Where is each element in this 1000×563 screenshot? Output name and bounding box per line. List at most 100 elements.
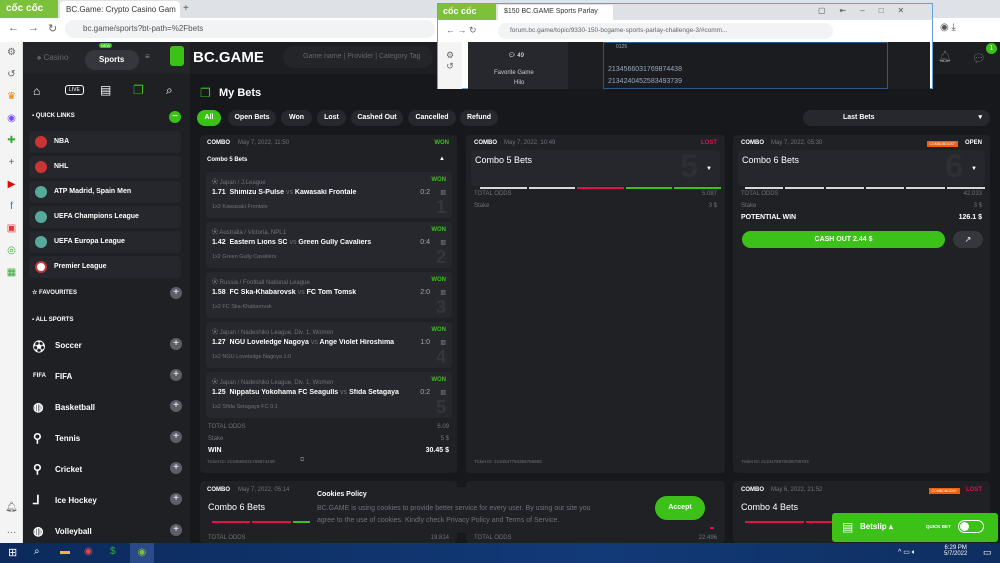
filter-won[interactable]: Won: [281, 110, 312, 126]
filter-refund[interactable]: Refund: [460, 110, 498, 126]
filter-open-bets[interactable]: Open Bets: [228, 110, 276, 126]
live-icon[interactable]: LIVE: [65, 85, 84, 95]
game-icon[interactable]: ✚: [7, 135, 16, 146]
accept-cookies-button[interactable]: Accept: [655, 496, 705, 520]
history-icon[interactable]: ↺: [7, 69, 16, 80]
share-button[interactable]: ↗: [953, 231, 983, 248]
chat-icon[interactable]: 💬︎: [972, 53, 986, 65]
copy-icon[interactable]: ⧉: [300, 457, 305, 463]
collapse-quick-links-button[interactable]: −: [169, 111, 181, 123]
expand-volleyball-button[interactable]: +: [170, 524, 182, 536]
home-icon[interactable]: ⌂: [33, 84, 41, 98]
sheet-icon[interactable]: ▦: [6, 267, 17, 278]
search-icon[interactable]: ⌕: [166, 83, 173, 97]
stats-icon[interactable]: ▥: [440, 340, 446, 346]
search-input[interactable]: Game name | Provider | Category Tag: [283, 46, 433, 68]
app-icon[interactable]: $: [110, 546, 116, 557]
sport-volleyball[interactable]: ◍ Volleyball: [33, 524, 92, 538]
quick-link-nba[interactable]: NBA: [29, 131, 181, 153]
sport-soccer[interactable]: ⚽︎ Soccer: [33, 340, 82, 354]
bet-card[interactable]: COMBO May 7, 2022, 05:30 COMBOBOOST OPEN…: [733, 135, 990, 473]
bets-icon[interactable]: ❐: [133, 83, 144, 97]
calendar-icon[interactable]: ▤: [100, 83, 112, 97]
stats-icon[interactable]: ▥: [440, 290, 446, 296]
more-icon[interactable]: …: [6, 525, 17, 536]
combo-header[interactable]: Combo 5 Bets 5 ▼: [471, 148, 720, 186]
quick-link-epl[interactable]: Premier League: [29, 256, 181, 278]
app-icon[interactable]: ▣: [6, 223, 17, 234]
expand-cricket-button[interactable]: +: [170, 462, 182, 474]
quick-bet-toggle[interactable]: [958, 520, 984, 533]
collapse-icon[interactable]: ▲: [439, 156, 445, 162]
browser-tab[interactable]: BC.Game: Crypto Casino Gam: [60, 1, 180, 18]
betslip-bar[interactable]: ▤ Betslip ▴ QUICK BET: [832, 513, 998, 542]
address-bar[interactable]: bc.game/sports?bt-path=%2Fbets: [65, 20, 435, 38]
sports-tab[interactable]: Sports: [85, 50, 139, 70]
bet-leg[interactable]: 1 ⚽︎ Japan / J.League WON 1.71 Shimizu S…: [206, 172, 452, 218]
add-icon[interactable]: +: [8, 157, 15, 168]
file-explorer-icon[interactable]: ▬: [60, 546, 70, 557]
popup-tab[interactable]: $150 BC.GAME Sports Parlay: [498, 5, 613, 20]
quick-link-nhl[interactable]: NHL: [29, 156, 181, 178]
messenger-icon[interactable]: ◉: [7, 113, 16, 124]
quick-link-atp[interactable]: ATP Madrid, Spain Men: [29, 181, 181, 203]
quick-link-ucl[interactable]: UEFA Champions League: [29, 206, 181, 228]
popup-address-bar[interactable]: forum.bc.game/topic/9330-150-bcgame-spor…: [498, 23, 833, 39]
reload-icon[interactable]: ↻: [48, 23, 58, 35]
notification-icon[interactable]: 🔔︎: [938, 51, 952, 63]
expand-tennis-button[interactable]: +: [170, 431, 182, 443]
search-icon[interactable]: ⌕: [34, 546, 40, 557]
sort-dropdown[interactable]: Last Bets ▾: [803, 110, 990, 126]
bc-logo[interactable]: BC.GAME: [193, 49, 264, 66]
map-icon[interactable]: ◎: [7, 245, 16, 256]
back-icon[interactable]: ←: [8, 22, 19, 34]
bell-icon[interactable]: 🔔︎: [5, 502, 18, 513]
filter-all[interactable]: All: [197, 110, 221, 126]
quick-link-uel[interactable]: UEFA Europa League: [29, 231, 181, 253]
tray-icons[interactable]: ^ ▭ 🔈︎: [898, 549, 916, 556]
menu-icon[interactable]: ≡: [145, 52, 150, 61]
facebook-icon[interactable]: f: [10, 201, 13, 212]
add-favourite-button[interactable]: +: [170, 287, 182, 299]
bet-card[interactable]: COMBO May 7, 2022, 10:49 LOST Combo 5 Be…: [466, 135, 725, 473]
filter-cashed-out[interactable]: Cashed Out: [351, 110, 403, 126]
sport-basketball[interactable]: ◍ Basketball: [33, 400, 96, 414]
bet-leg[interactable]: 2 ⚽︎ Australia / Victoria, NPL1 WON 1.42…: [206, 222, 452, 268]
stats-icon[interactable]: ▥: [440, 240, 446, 246]
sport-tennis[interactable]: ⚲ Tennis: [33, 431, 81, 445]
sport-ice-hockey[interactable]: ⅃ Ice Hockey: [33, 493, 97, 507]
sport-cricket[interactable]: ⚲ Cricket: [33, 462, 83, 476]
new-tab-icon[interactable]: +: [183, 3, 189, 14]
expand-ice-hockey-button[interactable]: +: [170, 493, 182, 505]
chrome-icon[interactable]: ◉: [84, 546, 93, 557]
casino-tab[interactable]: ♠ Casino: [37, 53, 69, 62]
chevron-down-icon[interactable]: ▼: [971, 166, 977, 172]
bet-leg[interactable]: 3 ⚽︎ Russia / Football National League W…: [206, 272, 452, 318]
expand-fifa-button[interactable]: +: [170, 369, 182, 381]
bet-leg[interactable]: 5 ⚽︎ Japan / Nadeshiko League, Div. 1, W…: [206, 372, 452, 418]
clock[interactable]: 6:29 PM 5/7/2022: [944, 545, 968, 557]
filter-cancelled[interactable]: Cancelled: [408, 110, 456, 126]
popup-browser-logo[interactable]: cốc cốc: [438, 4, 496, 20]
popup-browser-window[interactable]: cốc cốc $150 BC.GAME Sports Parlay ▢⇤–□✕…: [437, 3, 933, 89]
youtube-icon[interactable]: ▶: [7, 179, 16, 190]
expand-basketball-button[interactable]: +: [170, 400, 182, 412]
stats-icon[interactable]: ▥: [440, 390, 446, 396]
expand-soccer-button[interactable]: +: [170, 338, 182, 350]
stats-icon[interactable]: ▥: [440, 190, 446, 196]
windows-start-icon[interactable]: ⊞: [8, 547, 18, 559]
popup-nav-icons[interactable]: ← → ↻: [446, 25, 477, 35]
chevron-down-icon[interactable]: ▼: [706, 166, 712, 172]
coccoc-taskbar-icon[interactable]: ◉: [130, 543, 154, 563]
notifications-icon[interactable]: ▭: [983, 547, 992, 557]
filter-lost[interactable]: Lost: [317, 110, 346, 126]
browser-logo[interactable]: cốc cốc: [0, 0, 58, 18]
profile-icon[interactable]: ◉ ⤓: [940, 22, 956, 33]
bet-leg[interactable]: 4 ⚽︎ Japan / Nadeshiko League, Div. 1, W…: [206, 322, 452, 368]
bet-card[interactable]: COMBO May 7, 2022, 11:50 WON Combo 5 Bet…: [200, 135, 457, 473]
cash-out-button[interactable]: CASH OUT 2.44 $: [742, 231, 945, 248]
crown-icon[interactable]: ♛: [7, 91, 16, 102]
sport-fifa[interactable]: FIFA FIFA: [33, 372, 73, 381]
window-controls[interactable]: ▢⇤–□✕: [818, 6, 919, 15]
settings-icon[interactable]: ⚙: [7, 47, 16, 58]
